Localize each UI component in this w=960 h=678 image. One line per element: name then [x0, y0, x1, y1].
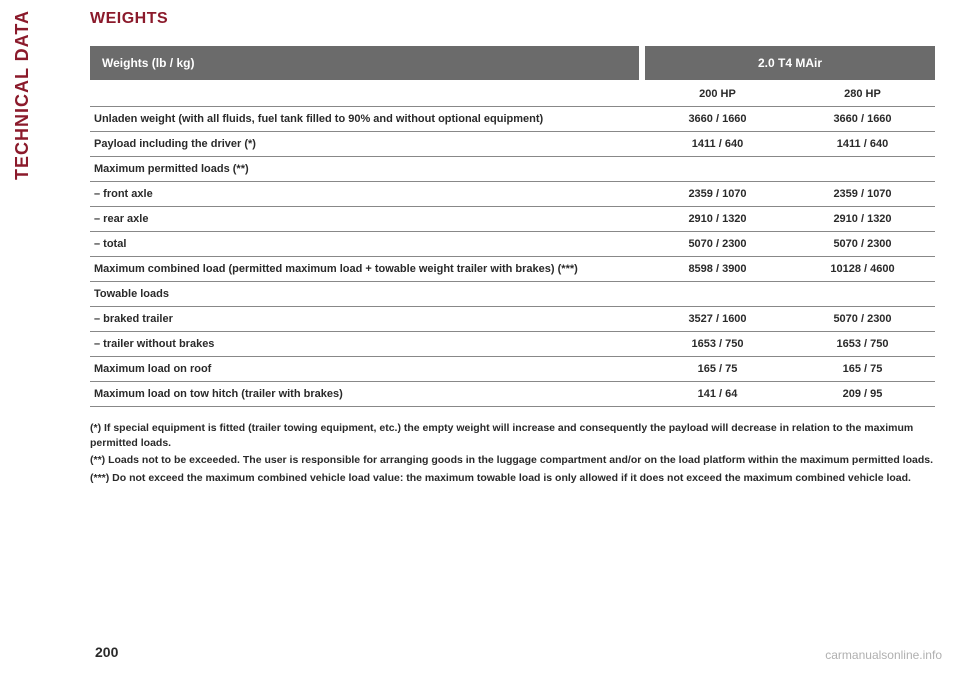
row-value-1: 165 / 75: [645, 357, 790, 381]
subheader-empty: [90, 82, 645, 106]
row-label: Payload including the driver (*): [90, 132, 645, 156]
row-value-2: 2910 / 1320: [790, 207, 935, 231]
row-label: Maximum load on roof: [90, 357, 645, 381]
subheader-col1: 200 HP: [645, 82, 790, 106]
row-value-1: 1653 / 750: [645, 332, 790, 356]
table-row: – front axle2359 / 10702359 / 1070: [90, 182, 935, 207]
table-row: Maximum permitted loads (**): [90, 157, 935, 182]
footnote-3: (***) Do not exceed the maximum combined…: [90, 471, 935, 486]
row-label: – trailer without brakes: [90, 332, 645, 356]
table-row: Maximum load on roof165 / 75165 / 75: [90, 357, 935, 382]
table-header-row: Weights (lb / kg) 2.0 T4 MAir: [90, 46, 935, 80]
row-value-2: 209 / 95: [790, 382, 935, 406]
sidebar-section-label: TECHNICAL DATA: [12, 10, 33, 180]
header-weights-label: Weights (lb / kg): [90, 46, 639, 80]
table-row: Unladen weight (with all fluids, fuel ta…: [90, 107, 935, 132]
table-row: Payload including the driver (*)1411 / 6…: [90, 132, 935, 157]
row-value-2: 1653 / 750: [790, 332, 935, 356]
row-value-1: [645, 157, 790, 181]
row-value-2: [790, 282, 935, 306]
row-value-2: 1411 / 640: [790, 132, 935, 156]
weights-table: Weights (lb / kg) 2.0 T4 MAir 200 HP 280…: [90, 46, 935, 407]
header-engine-label: 2.0 T4 MAir: [645, 46, 935, 80]
row-label: Towable loads: [90, 282, 645, 306]
table-row: – trailer without brakes1653 / 7501653 /…: [90, 332, 935, 357]
table-row: – rear axle2910 / 13202910 / 1320: [90, 207, 935, 232]
row-value-2: 3660 / 1660: [790, 107, 935, 131]
page-content: WEIGHTS Weights (lb / kg) 2.0 T4 MAir 20…: [90, 10, 935, 489]
row-label: – front axle: [90, 182, 645, 206]
table-row: Maximum combined load (permitted maximum…: [90, 257, 935, 282]
section-title: WEIGHTS: [90, 10, 935, 28]
table-row: Towable loads: [90, 282, 935, 307]
row-label: – braked trailer: [90, 307, 645, 331]
table-row: – total5070 / 23005070 / 2300: [90, 232, 935, 257]
row-value-2: 10128 / 4600: [790, 257, 935, 281]
row-value-1: 8598 / 3900: [645, 257, 790, 281]
page-number: 200: [95, 644, 118, 660]
footnote-1: (*) If special equipment is fitted (trai…: [90, 421, 935, 450]
row-label: Unladen weight (with all fluids, fuel ta…: [90, 107, 645, 131]
row-value-1: 141 / 64: [645, 382, 790, 406]
row-value-2: 165 / 75: [790, 357, 935, 381]
row-value-1: 5070 / 2300: [645, 232, 790, 256]
row-label: Maximum load on tow hitch (trailer with …: [90, 382, 645, 406]
row-label: Maximum permitted loads (**): [90, 157, 645, 181]
table-row: Maximum load on tow hitch (trailer with …: [90, 382, 935, 407]
row-value-1: 2359 / 1070: [645, 182, 790, 206]
row-value-1: 2910 / 1320: [645, 207, 790, 231]
row-value-2: 2359 / 1070: [790, 182, 935, 206]
row-value-2: 5070 / 2300: [790, 307, 935, 331]
row-label: – total: [90, 232, 645, 256]
row-value-1: 1411 / 640: [645, 132, 790, 156]
footnote-2: (**) Loads not to be exceeded. The user …: [90, 453, 935, 468]
subheader-col2: 280 HP: [790, 82, 935, 106]
row-value-1: 3660 / 1660: [645, 107, 790, 131]
table-row: – braked trailer3527 / 16005070 / 2300: [90, 307, 935, 332]
row-label: Maximum combined load (permitted maximum…: [90, 257, 645, 281]
row-value-1: [645, 282, 790, 306]
footnotes: (*) If special equipment is fitted (trai…: [90, 421, 935, 486]
row-value-2: [790, 157, 935, 181]
row-label: – rear axle: [90, 207, 645, 231]
row-value-2: 5070 / 2300: [790, 232, 935, 256]
row-value-1: 3527 / 1600: [645, 307, 790, 331]
table-subheader-row: 200 HP 280 HP: [90, 82, 935, 107]
footer-url: carmanualsonline.info: [825, 648, 942, 662]
